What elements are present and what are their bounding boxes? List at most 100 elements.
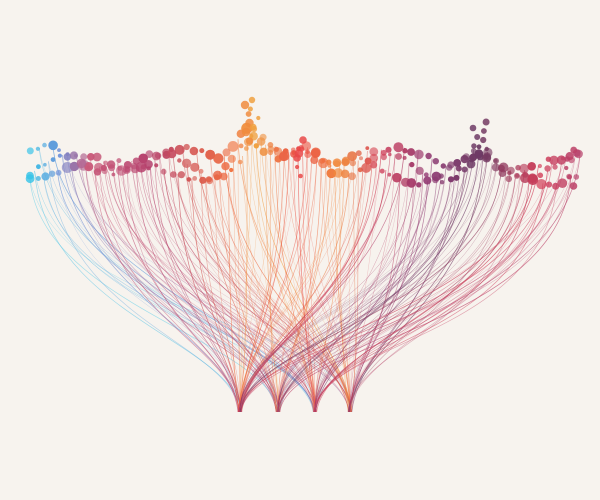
strand-line (239, 156, 470, 413)
strand-line (228, 172, 240, 413)
ridge-dot (35, 176, 41, 181)
ridge-dot (245, 137, 254, 145)
strand-line (277, 158, 433, 413)
strand-line (315, 170, 465, 413)
ridge-dot (174, 144, 185, 155)
ridge-dot (340, 169, 350, 179)
ridge-dot (111, 172, 116, 177)
ridge-dot (205, 149, 216, 160)
strand-line (277, 160, 317, 413)
ridge-dot (326, 168, 337, 179)
strand-line (43, 178, 279, 413)
strand-line (256, 147, 353, 413)
strand-line (237, 152, 290, 413)
ridge-dot (177, 158, 182, 163)
strand-line (315, 158, 433, 413)
strand-line (191, 178, 242, 413)
ridge-dot (241, 127, 251, 137)
strand-line (240, 162, 562, 413)
ridge-dot (192, 176, 198, 181)
strand-line (246, 141, 316, 413)
strand-line (277, 181, 428, 413)
strand-line (348, 154, 484, 413)
ridge-dot (55, 169, 62, 176)
ridge-dot (557, 178, 568, 188)
strand-line (239, 161, 345, 413)
ridge-dot (361, 162, 372, 173)
strand-line (85, 165, 241, 413)
strand-line (57, 172, 241, 413)
ridge-dot (80, 153, 88, 161)
strand-line (135, 166, 242, 413)
ridge-dot (26, 171, 34, 180)
ridge-dot (103, 160, 108, 166)
strand-line (239, 153, 313, 413)
strand-line (256, 147, 279, 413)
ridge-dot (481, 128, 487, 134)
ridge-dot (388, 152, 392, 157)
ridge-dot (282, 148, 289, 155)
strand-line (238, 147, 308, 413)
ridge-dot (205, 176, 212, 183)
ridge-dot (154, 163, 159, 168)
strand-line (277, 173, 424, 413)
strand-line (334, 174, 352, 413)
strand-line (122, 170, 316, 413)
strand-line (320, 162, 351, 413)
ridge-dot (440, 163, 446, 169)
ridge-dot (199, 176, 207, 184)
strand-line (314, 150, 368, 413)
ridge-dot (573, 174, 580, 180)
ridge-dot (76, 158, 87, 169)
ridge-dot (570, 146, 578, 154)
strand-line (154, 159, 242, 413)
ridge-dot (295, 164, 300, 170)
strand-line (314, 149, 382, 413)
ridge-dot (395, 153, 402, 160)
strand-line (349, 165, 539, 413)
strand-line (196, 149, 350, 413)
strand-line (163, 168, 353, 413)
ridge-dot (537, 172, 544, 179)
strand-line (238, 170, 502, 413)
ridge-dot (273, 146, 279, 152)
strand-line (278, 156, 470, 413)
ridge-dot (183, 143, 190, 151)
ridge-dot (385, 146, 392, 153)
ridge-dot (227, 154, 236, 163)
strand-line (34, 170, 279, 413)
strand-line (85, 165, 280, 413)
strand-line (75, 153, 350, 413)
strand-line (196, 149, 316, 413)
strand-line (117, 162, 351, 413)
strand-line (314, 155, 581, 413)
strand-line (239, 150, 391, 413)
ridge-dot (446, 164, 453, 171)
ridge-dot (423, 176, 432, 185)
ridge-dot (279, 152, 288, 162)
strand-line (314, 153, 576, 413)
strand-line (239, 164, 461, 413)
ridge-dot (144, 160, 153, 169)
strand-line (239, 161, 340, 413)
strand-line (348, 173, 424, 413)
ridge-dot (304, 151, 312, 158)
strand-line (29, 179, 279, 413)
ridge-dot (482, 118, 490, 126)
ridge-dot (326, 159, 332, 165)
ridge-dot (43, 162, 47, 167)
strand-line (163, 168, 279, 413)
strand-line (239, 182, 414, 413)
ridge-dot (423, 172, 429, 178)
ridge-dot (267, 142, 274, 148)
ridge-dot (298, 173, 303, 179)
ridge-dot (453, 174, 460, 181)
strand-line (313, 154, 567, 413)
ridge-dot (256, 137, 266, 146)
ridge-dot (57, 153, 63, 158)
ridge-dot (505, 175, 513, 183)
strand-line (168, 151, 277, 413)
ridge-dot (151, 151, 161, 161)
strand-line (277, 174, 442, 413)
strand-line (277, 153, 313, 413)
